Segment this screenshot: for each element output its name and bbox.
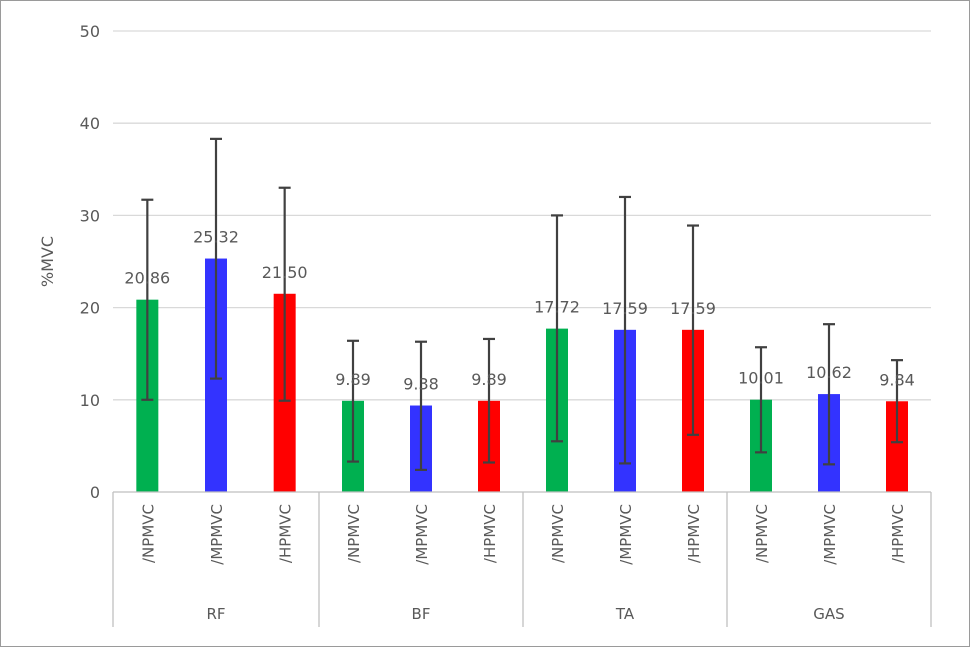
gridlines [113, 30, 931, 401]
y-axis-ticks: 0 10 20 30 40 50 [80, 22, 100, 502]
y-tick-label: 20 [80, 299, 100, 318]
x-tick-label: /MPMVC [413, 504, 431, 565]
data-label: 10.01 [738, 369, 784, 388]
data-label: 9.84 [879, 370, 915, 389]
y-tick-label: 30 [80, 206, 100, 225]
x-tick-label: /MPMVC [821, 504, 839, 565]
x-tick-label: /MPMVC [617, 504, 635, 565]
x-tick-label: /HPMVC [481, 504, 499, 563]
x-tick-label: /HPMVC [277, 504, 295, 563]
data-label: 17.59 [602, 299, 648, 318]
data-label: 10.62 [806, 363, 852, 382]
data-label: 17.59 [670, 299, 716, 318]
x-axis: /NPMVC/MPMVC/HPMVC RF/NPMVC/MPMVC/HPMVC BF… [112, 491, 932, 627]
x-tick-label: /MPMVC [208, 504, 226, 565]
data-label: 20.86 [124, 269, 170, 288]
y-tick-label: 10 [80, 391, 100, 410]
x-tick-label: /HPMVC [889, 504, 907, 563]
y-axis-title: %MVC [38, 236, 57, 287]
data-labels: 20.86 25.32 21.50 9.89 9.38 9.89 17.72 17.59 17.… [124, 228, 914, 394]
x-tick-label: /NPMVC [753, 504, 771, 563]
group-label: TA [615, 605, 635, 623]
data-label: 17.72 [534, 298, 580, 317]
data-label: 25.32 [193, 228, 239, 247]
data-label: 9.38 [403, 375, 439, 394]
data-label: 9.89 [335, 370, 371, 389]
x-tick-label: /NPMVC [139, 504, 157, 563]
y-tick-label: 50 [80, 22, 100, 41]
x-tick-label: /HPMVC [685, 504, 703, 563]
data-label: 21.50 [262, 263, 308, 282]
group-label: GAS [813, 605, 844, 623]
y-tick-label: 0 [90, 483, 100, 502]
group-label: RF [206, 605, 225, 623]
data-label: 9.89 [471, 370, 507, 389]
bars [136, 258, 908, 492]
x-tick-label: /NPMVC [345, 504, 363, 563]
bar [886, 401, 908, 492]
y-tick-label: 40 [80, 114, 100, 133]
group-label: BF [412, 605, 431, 623]
error-bars [141, 137, 903, 471]
x-tick-label: /NPMVC [549, 504, 567, 563]
